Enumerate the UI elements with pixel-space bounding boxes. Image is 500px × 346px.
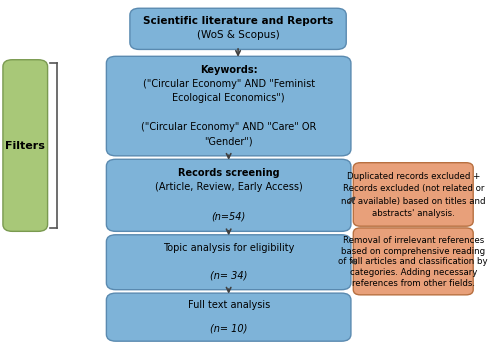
- Text: (WoS & Scopus): (WoS & Scopus): [196, 30, 280, 40]
- FancyBboxPatch shape: [130, 8, 346, 49]
- Text: not available) based on titles and: not available) based on titles and: [341, 197, 486, 206]
- Text: Scientific literature and Reports: Scientific literature and Reports: [143, 16, 333, 26]
- FancyBboxPatch shape: [354, 163, 473, 226]
- Text: (n= 34): (n= 34): [210, 270, 248, 280]
- Text: Keywords:: Keywords:: [200, 65, 258, 75]
- Text: Topic analysis for eligibility: Topic analysis for eligibility: [163, 243, 294, 253]
- Text: Removal of irrelevant references: Removal of irrelevant references: [342, 236, 484, 245]
- Text: Records screening: Records screening: [178, 168, 280, 178]
- Text: based on comprehensive reading: based on comprehensive reading: [341, 246, 486, 255]
- Text: (n= 10): (n= 10): [210, 323, 248, 333]
- Text: Filters: Filters: [6, 140, 45, 151]
- FancyBboxPatch shape: [106, 235, 351, 290]
- FancyBboxPatch shape: [106, 159, 351, 231]
- Text: Ecological Economics"): Ecological Economics"): [172, 93, 285, 103]
- Text: references from other fields.: references from other fields.: [352, 279, 474, 288]
- FancyBboxPatch shape: [354, 228, 473, 295]
- FancyBboxPatch shape: [106, 293, 351, 341]
- Text: "Gender"): "Gender"): [204, 136, 253, 146]
- FancyBboxPatch shape: [106, 56, 351, 156]
- Text: of full articles and classification by: of full articles and classification by: [338, 257, 488, 266]
- Text: (n=54): (n=54): [212, 211, 246, 221]
- Text: categories. Adding necessary: categories. Adding necessary: [350, 268, 477, 277]
- FancyBboxPatch shape: [3, 60, 48, 231]
- Text: ("Circular Economy" AND "Feminist: ("Circular Economy" AND "Feminist: [142, 79, 314, 89]
- Text: Duplicated records excluded +: Duplicated records excluded +: [346, 172, 480, 181]
- Text: (Article, Review, Early Access): (Article, Review, Early Access): [155, 182, 302, 192]
- Text: Full text analysis: Full text analysis: [188, 300, 270, 310]
- Text: Records excluded (not related or: Records excluded (not related or: [342, 184, 484, 193]
- Text: ("Circular Economy" AND "Care" OR: ("Circular Economy" AND "Care" OR: [141, 122, 316, 132]
- Text: abstracts' analysis.: abstracts' analysis.: [372, 209, 454, 218]
